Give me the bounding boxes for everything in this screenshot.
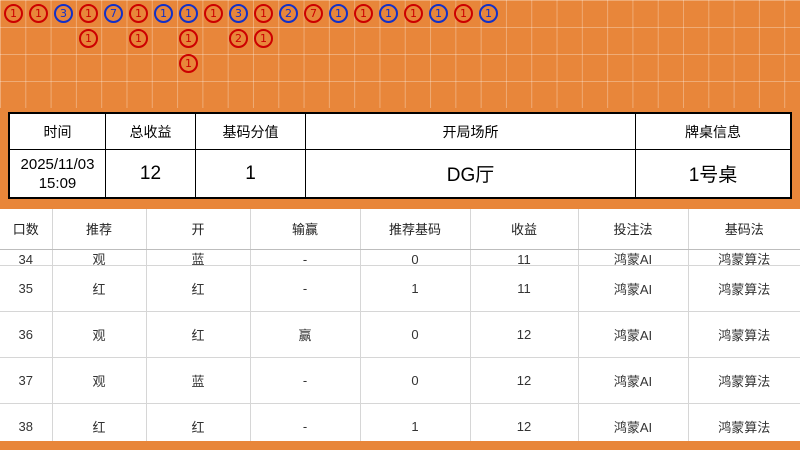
cell-open: 红 — [146, 403, 251, 441]
roadmap-bead: 2 — [279, 4, 298, 23]
roadmap-bead: 1 — [479, 4, 498, 23]
bottom-strip — [0, 441, 800, 450]
cell-round: 36 — [0, 311, 53, 358]
roadmap-bead: 1 — [204, 4, 223, 23]
cell-result: - — [250, 403, 361, 441]
cell-base-method: 鸿蒙算法 — [688, 265, 800, 312]
info-header-base-score: 基码分值 — [195, 113, 306, 150]
roadmap-bead: 1 — [154, 4, 173, 23]
cell-base: 1 — [360, 265, 471, 312]
info-value-time: 2025/11/03 15:09 — [9, 149, 106, 198]
cell-base: 0 — [360, 357, 471, 404]
grid-header-profit: 收益 — [470, 209, 579, 250]
cell-profit: 12 — [470, 403, 579, 441]
table-row[interactable]: 34 观蓝 -0 11 鸿蒙AI 鸿蒙算法 — [0, 249, 800, 266]
session-info-table: 时间 总收益 基码分值 开局场所 牌桌信息 2025/11/03 15:09 1… — [8, 112, 792, 199]
info-header-time: 时间 — [9, 113, 106, 150]
info-header-total-profit: 总收益 — [105, 113, 196, 150]
roadmap-bead: 1 — [354, 4, 373, 23]
roadmap-bead: 3 — [229, 4, 248, 23]
roadmap-bead: 1 — [179, 29, 198, 48]
info-header-table-info: 牌桌信息 — [635, 113, 791, 150]
rounds-table[interactable]: 口数 推荐 开 输赢 推荐基码 收益 投注法 基码法 34 观蓝 -0 11 鸿蒙AI 鸿… — [0, 209, 800, 441]
grid-header-row: 口数 推荐 开 输赢 推荐基码 收益 投注法 基码法 — [0, 209, 800, 250]
cell-bet-method: 鸿蒙AI — [578, 357, 689, 404]
cell-round: 35 — [0, 265, 53, 312]
cell-base-method: 鸿蒙算法 — [688, 403, 800, 441]
roadmap-bead: 1 — [29, 4, 48, 23]
table-row[interactable]: 37 观蓝 -0 12 鸿蒙AI 鸿蒙算法 — [0, 357, 800, 404]
cell-recommend: 红 — [52, 265, 147, 312]
grid-header-recommend: 推荐 — [52, 209, 147, 250]
cell-round: 38 — [0, 403, 53, 441]
grid-header-bet-method: 投注法 — [578, 209, 689, 250]
table-row[interactable]: 35 红红 -1 11 鸿蒙AI 鸿蒙算法 — [0, 265, 800, 312]
info-header-venue: 开局场所 — [305, 113, 636, 150]
cell-open: 红 — [146, 311, 251, 358]
roadmap-bead: 1 — [179, 4, 198, 23]
info-value-time-clock: 15:09 — [38, 174, 77, 192]
cell-recommend: 观 — [52, 249, 147, 266]
roadmap-bead: 1 — [79, 29, 98, 48]
cell-result: - — [250, 249, 361, 266]
info-value-time-date: 2025/11/03 — [20, 155, 95, 173]
roadmap-bead: 1 — [454, 4, 473, 23]
cell-recommend: 观 — [52, 311, 147, 358]
roadmap-bead: 1 — [129, 29, 148, 48]
roadmap-bead: 1 — [179, 54, 198, 73]
cell-profit: 11 — [470, 249, 579, 266]
cell-open: 红 — [146, 265, 251, 312]
cell-bet-method: 鸿蒙AI — [578, 403, 689, 441]
cell-base: 1 — [360, 403, 471, 441]
cell-base: 0 — [360, 249, 471, 266]
table-row[interactable]: 38 红红 -1 12 鸿蒙AI 鸿蒙算法 — [0, 403, 800, 441]
cell-base-method: 鸿蒙算法 — [688, 357, 800, 404]
info-header-row: 时间 总收益 基码分值 开局场所 牌桌信息 — [9, 113, 791, 150]
info-value-total-profit: 12 — [105, 149, 196, 198]
roadmap-bead: 1 — [129, 4, 148, 23]
grid-header-result: 输赢 — [250, 209, 361, 250]
roadmap-bead: 2 — [229, 29, 248, 48]
cell-result: - — [250, 265, 361, 312]
info-value-base-score: 1 — [195, 149, 306, 198]
grid-header-base: 推荐基码 — [360, 209, 471, 250]
cell-open: 蓝 — [146, 357, 251, 404]
cell-profit: 11 — [470, 265, 579, 312]
roadmap-bead: 1 — [404, 4, 423, 23]
roadmap-bead: 1 — [329, 4, 348, 23]
cell-bet-method: 鸿蒙AI — [578, 249, 689, 266]
cell-result: - — [250, 357, 361, 404]
cell-round: 37 — [0, 357, 53, 404]
cell-profit: 12 — [470, 311, 579, 358]
table-row[interactable]: 36 观红赢 0 12 鸿蒙AI 鸿蒙算法 — [0, 311, 800, 358]
info-value-row: 2025/11/03 15:09 12 1 DG厅 1号桌 — [9, 149, 791, 198]
roadmap-bead: 1 — [429, 4, 448, 23]
roadmap-bead: 1 — [79, 4, 98, 23]
grid-header-open: 开 — [146, 209, 251, 250]
cell-result: 赢 — [250, 311, 361, 358]
cell-base-method: 鸿蒙算法 — [688, 249, 800, 266]
cell-recommend: 观 — [52, 357, 147, 404]
roadmap-bead: 7 — [304, 4, 323, 23]
cell-round: 34 — [0, 249, 53, 266]
cell-open: 蓝 — [146, 249, 251, 266]
cell-bet-method: 鸿蒙AI — [578, 265, 689, 312]
roadmap-bead: 1 — [254, 4, 273, 23]
roadmap-bead: 1 — [254, 29, 273, 48]
roadmap-bead: 1 — [4, 4, 23, 23]
cell-base: 0 — [360, 311, 471, 358]
info-value-table-info: 1号桌 — [635, 149, 791, 198]
info-value-venue: DG厅 — [305, 149, 636, 198]
roadmap-bead: 7 — [104, 4, 123, 23]
roadmap-bead: 1 — [379, 4, 398, 23]
roadmap-bead: 3 — [54, 4, 73, 23]
cell-bet-method: 鸿蒙AI — [578, 311, 689, 358]
cell-base-method: 鸿蒙算法 — [688, 311, 800, 358]
cell-recommend: 红 — [52, 403, 147, 441]
cell-profit: 12 — [470, 357, 579, 404]
grid-header-round: 口数 — [0, 209, 53, 250]
grid-header-base-method: 基码法 — [688, 209, 800, 250]
